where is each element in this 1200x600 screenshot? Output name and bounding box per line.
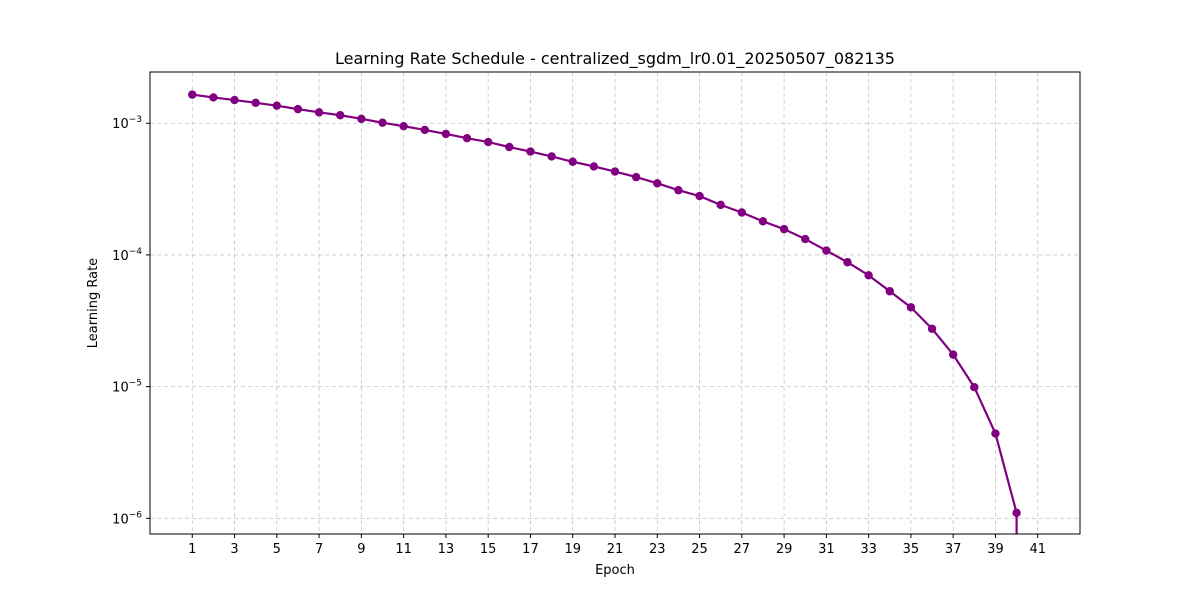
- y-tick-label: 10−5: [112, 379, 142, 396]
- y-tick-label-base: 10: [112, 381, 129, 396]
- data-point: [547, 152, 556, 161]
- x-tick-label: 41: [1029, 542, 1046, 557]
- data-point: [716, 200, 725, 210]
- data-point: [230, 95, 239, 105]
- y-tick-label: 10−4: [112, 247, 142, 264]
- data-point: [441, 129, 451, 139]
- data-point: [336, 111, 345, 120]
- x-tick-label: 5: [273, 542, 281, 557]
- x-tick-label: 11: [395, 542, 412, 557]
- data-point: [293, 104, 303, 114]
- data-point: [674, 186, 683, 195]
- x-tick-label: 37: [945, 542, 962, 557]
- data-point: [948, 350, 958, 359]
- data-point: [610, 167, 620, 176]
- x-tick-label: 27: [734, 542, 751, 557]
- data-point: [188, 90, 197, 99]
- grid: [150, 72, 1080, 534]
- data-point: [906, 303, 916, 312]
- data-point: [483, 137, 493, 147]
- data-point: [209, 93, 218, 102]
- series-layer: [188, 90, 1021, 534]
- data-point: [589, 162, 599, 171]
- y-tick-label-exponent: −6: [129, 510, 143, 520]
- data-point: [653, 179, 662, 188]
- y-axis-ticks: 10−610−510−410−3: [112, 115, 150, 527]
- data-point: [927, 324, 937, 333]
- y-tick-label-base: 10: [112, 512, 129, 527]
- data-point: [885, 287, 894, 296]
- y-tick-label: 10−3: [112, 115, 142, 132]
- data-point: [378, 118, 387, 127]
- x-tick-label: 39: [987, 542, 1004, 557]
- x-tick-label: 15: [480, 542, 497, 557]
- x-tick-label: 29: [776, 542, 793, 557]
- x-tick-label: 31: [818, 542, 835, 557]
- y-tick-label-exponent: −3: [129, 115, 142, 125]
- data-point: [631, 172, 641, 182]
- x-tick-label: 3: [230, 542, 238, 557]
- x-tick-label: 21: [607, 542, 624, 557]
- data-point: [1012, 508, 1021, 518]
- y-tick-label-base: 10: [112, 117, 129, 132]
- data-point: [526, 147, 535, 156]
- chart-title: Learning Rate Schedule - centralized_sgd…: [335, 49, 895, 69]
- data-point: [970, 382, 979, 392]
- x-tick-label: 7: [315, 542, 323, 557]
- x-tick-label: 13: [438, 542, 455, 557]
- x-tick-label: 25: [691, 542, 708, 557]
- data-point: [801, 234, 810, 244]
- y-tick-label-exponent: −4: [129, 247, 143, 257]
- x-axis-ticks: 1 3 5 7 9 11 13 15 17 19 21 23 25 27 29 31 33 35 37 39 41: [188, 534, 1046, 557]
- data-point: [272, 101, 282, 110]
- x-tick-label: 1: [188, 542, 196, 557]
- data-point: [864, 271, 873, 280]
- y-axis-label: Learning Rate: [86, 258, 101, 348]
- y-tick-label-base: 10: [112, 249, 129, 264]
- data-point: [399, 121, 408, 131]
- data-point: [568, 157, 577, 166]
- data-point: [314, 108, 324, 117]
- data-point: [251, 98, 260, 107]
- data-point: [991, 429, 1000, 438]
- data-point: [357, 114, 366, 124]
- data-point: [695, 191, 704, 201]
- data-point: [758, 217, 768, 226]
- data-point: [737, 208, 747, 217]
- x-tick-label: 9: [357, 542, 365, 557]
- data-point: [843, 258, 852, 267]
- data-point: [822, 246, 831, 255]
- data-point: [420, 125, 429, 135]
- y-tick-label-exponent: −5: [129, 379, 142, 389]
- y-tick-label: 10−6: [112, 510, 142, 527]
- x-tick-label: 33: [860, 542, 877, 557]
- x-tick-label: 23: [649, 542, 666, 557]
- data-point: [505, 142, 514, 152]
- x-tick-label: 17: [522, 542, 539, 557]
- x-tick-label: 35: [903, 542, 920, 557]
- data-point: [779, 224, 789, 234]
- data-point: [462, 133, 472, 143]
- x-axis-label: Epoch: [595, 563, 635, 578]
- x-tick-label: 19: [564, 542, 581, 557]
- series-line: [192, 93, 1018, 514]
